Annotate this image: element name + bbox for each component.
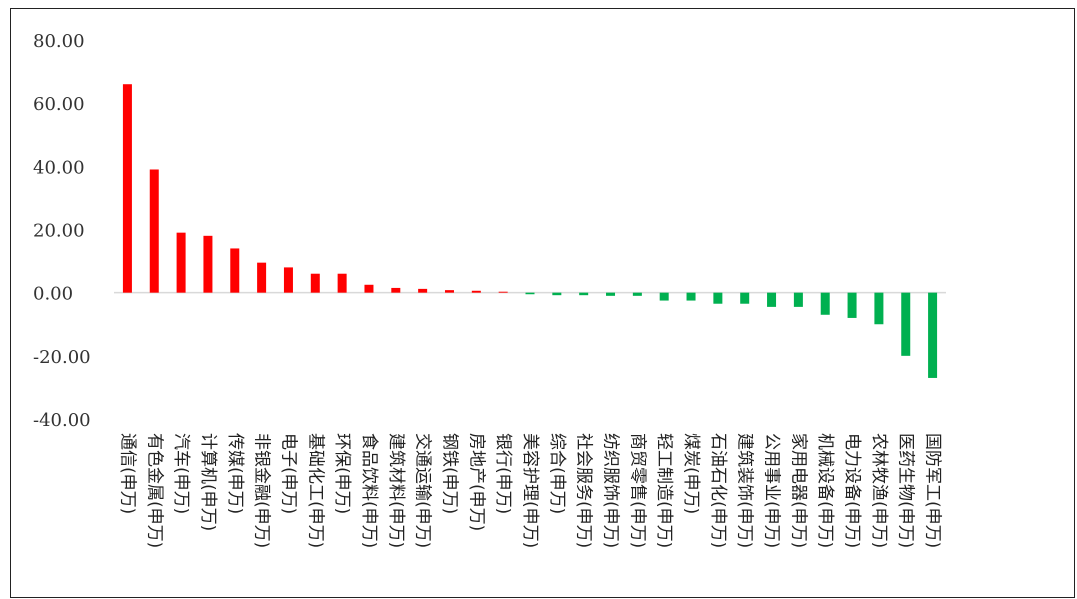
x-category-label: 建筑装饰(申万) <box>735 433 755 548</box>
x-category-label: 有色金属(申万) <box>144 433 164 548</box>
x-category-label: 农林牧渔(申万) <box>869 433 889 548</box>
bar <box>552 292 562 296</box>
bar <box>686 292 696 301</box>
bar <box>230 248 240 293</box>
x-category-label: 商贸零售(申万) <box>627 433 647 548</box>
bar <box>632 292 642 296</box>
bar <box>176 232 186 293</box>
bar-chart: 80.00 60.00 40.00 20.00 0.00 -20.00 -40.00 通信(… <box>33 31 946 548</box>
x-category-label: 医药生物(申万) <box>896 433 916 548</box>
bar <box>874 292 884 325</box>
x-category-label: 轻工制造(申万) <box>654 433 674 548</box>
bar <box>283 267 293 293</box>
x-category-label: 石油石化(申万) <box>708 433 728 548</box>
x-category-label: 综合(申万) <box>547 433 567 514</box>
bar <box>820 292 830 315</box>
x-category-label: 家用电器(申万) <box>788 433 808 548</box>
bar <box>364 284 374 293</box>
bar <box>471 290 481 293</box>
x-category-label: 食品饮料(申万) <box>359 433 379 548</box>
x-category-label: 汽车(申万) <box>171 433 191 514</box>
x-category-label: 非银金融(申万) <box>252 433 272 548</box>
bar <box>257 262 267 293</box>
bar <box>928 292 938 378</box>
y-tick-label: 80.00 <box>33 31 85 52</box>
x-category-label: 钢铁(申万) <box>439 433 459 514</box>
bar <box>391 287 401 293</box>
x-category-label: 计算机(申万) <box>198 433 218 531</box>
y-tick-label: 0.00 <box>33 284 73 305</box>
bar <box>444 290 454 293</box>
bar <box>418 288 428 293</box>
x-category-label: 电子(申万) <box>278 433 298 514</box>
x-category-label: 国防军工(申万) <box>923 433 943 548</box>
bar <box>337 273 347 293</box>
bar <box>847 292 857 318</box>
y-tick-label: -40.00 <box>33 410 91 431</box>
x-category-label: 通信(申万) <box>117 433 137 514</box>
bars <box>122 84 938 378</box>
x-category-label: 交通运输(申万) <box>413 433 433 548</box>
x-category-label: 煤炭(申万) <box>681 433 701 514</box>
bar <box>310 273 320 293</box>
y-tick-label: -20.00 <box>33 347 91 368</box>
bar <box>767 292 777 307</box>
y-tick-label: 60.00 <box>33 94 85 115</box>
chart-frame: 80.00 60.00 40.00 20.00 0.00 -20.00 -40.00 通信(… <box>10 8 1075 598</box>
y-tick-label: 20.00 <box>33 221 85 242</box>
bar <box>606 292 616 296</box>
x-category-label: 电力设备(申万) <box>842 433 862 548</box>
x-category-label: 机械设备(申万) <box>815 433 835 548</box>
bar <box>793 292 803 307</box>
x-category-label: 建筑材料(申万) <box>386 433 406 548</box>
bar <box>659 292 669 301</box>
category-labels: 通信(申万) 有色金属(申万) 汽车(申万) 计算机(申万) 传媒(申万) 非银金融(申万… <box>117 433 942 548</box>
bar <box>203 235 213 293</box>
bar <box>740 292 750 304</box>
x-category-label: 社会服务(申万) <box>574 433 594 548</box>
bar <box>901 292 911 356</box>
y-axis-tick-labels: 80.00 60.00 40.00 20.00 0.00 -20.00 -40.00 <box>33 31 91 431</box>
x-category-label: 环保(申万) <box>332 433 352 514</box>
bar <box>713 292 723 304</box>
x-category-label: 银行(申万) <box>493 433 513 514</box>
bar <box>149 169 159 293</box>
x-category-label: 美容护理(申万) <box>520 433 540 548</box>
bar <box>122 84 132 293</box>
x-category-label: 基础化工(申万) <box>305 433 325 548</box>
bar <box>579 292 589 296</box>
x-category-label: 公用事业(申万) <box>762 433 782 548</box>
x-category-label: 纺织服饰(申万) <box>601 433 621 548</box>
bar <box>498 291 508 293</box>
y-tick-label: 40.00 <box>33 157 85 178</box>
x-category-label: 房地产(申万) <box>466 433 486 531</box>
x-category-label: 传媒(申万) <box>225 433 245 514</box>
bar <box>525 292 535 295</box>
